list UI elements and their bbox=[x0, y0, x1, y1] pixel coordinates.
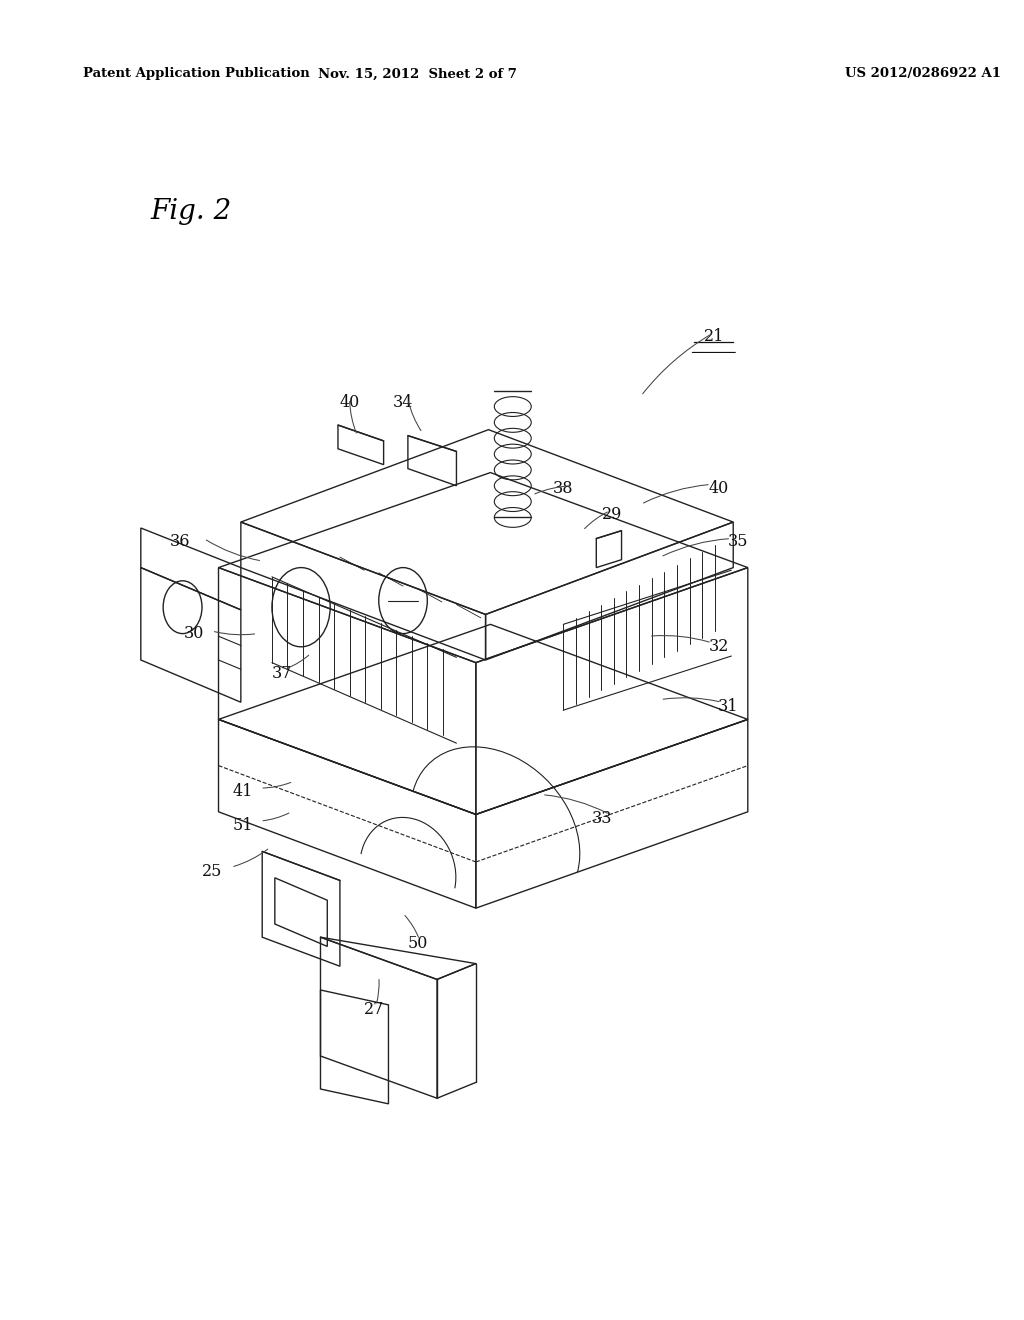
Text: 31: 31 bbox=[718, 698, 738, 714]
Text: Nov. 15, 2012  Sheet 2 of 7: Nov. 15, 2012 Sheet 2 of 7 bbox=[318, 67, 517, 81]
Text: 25: 25 bbox=[202, 863, 222, 879]
Text: 38: 38 bbox=[553, 480, 573, 496]
Text: 30: 30 bbox=[184, 626, 205, 642]
Text: 33: 33 bbox=[592, 810, 612, 826]
Text: 37: 37 bbox=[271, 665, 292, 681]
Text: 51: 51 bbox=[232, 817, 253, 833]
Text: 40: 40 bbox=[709, 480, 729, 496]
Text: US 2012/0286922 A1: US 2012/0286922 A1 bbox=[845, 67, 1000, 81]
Text: 35: 35 bbox=[728, 533, 749, 549]
Text: Fig. 2: Fig. 2 bbox=[151, 198, 231, 224]
Text: 32: 32 bbox=[709, 639, 729, 655]
Text: 50: 50 bbox=[408, 936, 428, 952]
Text: 34: 34 bbox=[393, 395, 414, 411]
Text: 29: 29 bbox=[602, 507, 622, 523]
Text: 21: 21 bbox=[703, 329, 724, 345]
Text: 40: 40 bbox=[340, 395, 359, 411]
Text: 36: 36 bbox=[169, 533, 189, 549]
Text: 27: 27 bbox=[364, 1002, 384, 1018]
Text: Patent Application Publication: Patent Application Publication bbox=[83, 67, 309, 81]
Text: 41: 41 bbox=[232, 784, 253, 800]
